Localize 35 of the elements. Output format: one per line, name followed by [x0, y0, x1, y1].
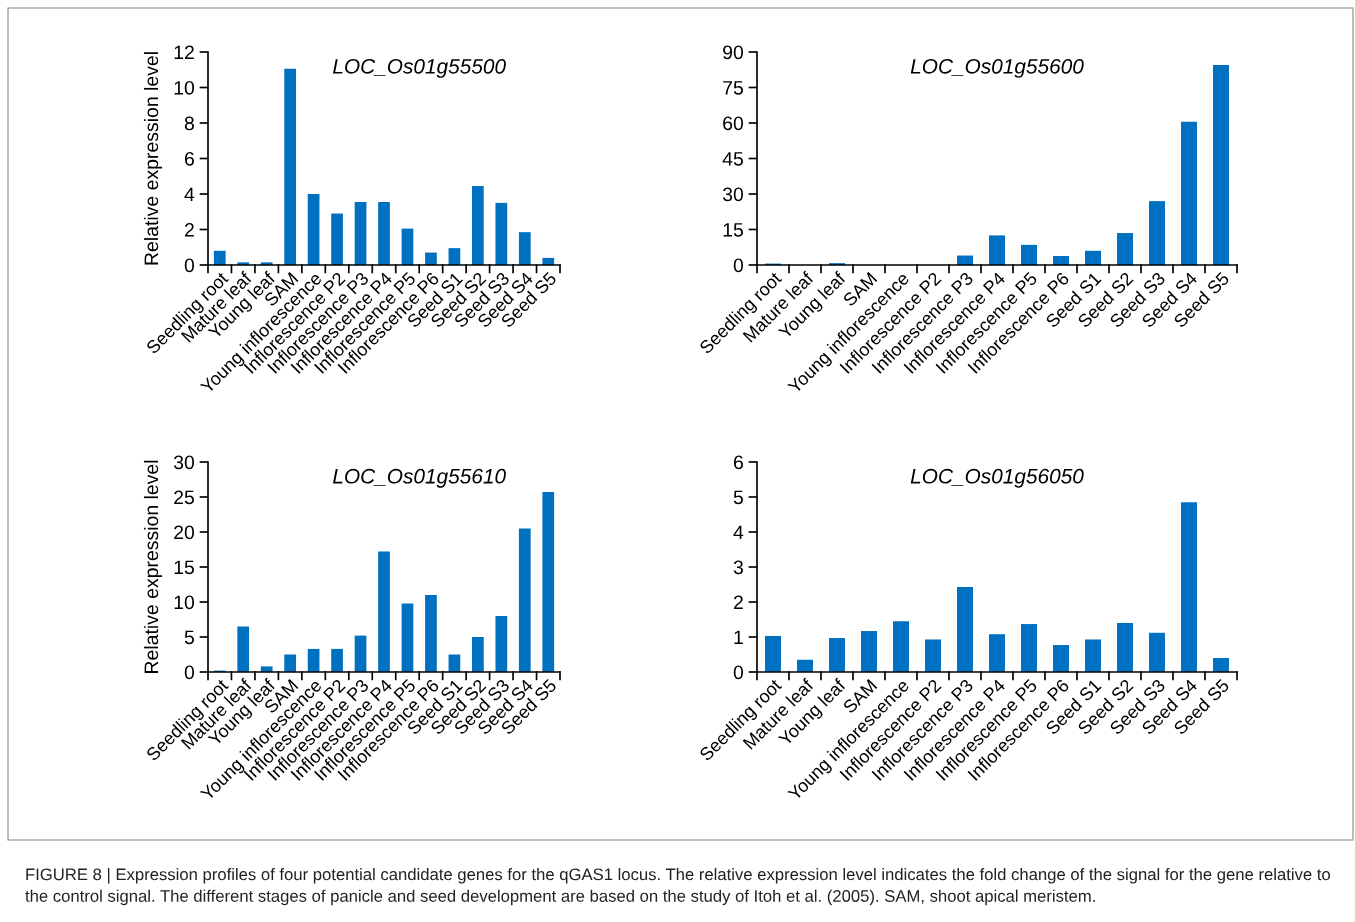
y-tick-label: 15: [174, 560, 194, 575]
y-tick-label: 3: [733, 560, 743, 575]
y-tick-label: 60: [723, 116, 744, 131]
y-tick-label: 75: [723, 81, 743, 95]
caption: FIGURE 8 | Expression profiles of four potential candidate genes for the qGAS1 locus. The relative expression level indicates the fold change of the signal for the gene relative to the control signal. The different stages of panicle and seed development are based on the study of Itoh et al. (2005). SAM, shoot apical meristem.: [25, 868, 1331, 906]
y-tick-label: 0: [733, 665, 744, 680]
y-tick-label: 5: [733, 490, 743, 505]
y-tick-label: 10: [174, 595, 195, 610]
y-tick-label: 30: [722, 187, 744, 202]
y-tick-label: 6: [733, 455, 743, 470]
y-tick-label: 20: [174, 525, 195, 540]
y-tick-label: 0: [184, 258, 195, 273]
y-tick-label: 90: [723, 45, 744, 60]
y-tick-label: 15: [723, 223, 743, 237]
chart-title: LOC_Os01g56050: [910, 468, 1084, 488]
y-tick-label: 5: [184, 630, 194, 645]
chart-title: LOC_Os01g55500: [332, 58, 506, 78]
y-tick-label: 0: [733, 258, 744, 273]
y-tick-label: 0: [184, 665, 195, 680]
y-tick-label: 4: [184, 187, 195, 202]
y-tick-label: 6: [184, 151, 194, 166]
y-tick-label: 25: [174, 490, 194, 505]
chart-title: LOC_Os01g55600: [910, 58, 1084, 78]
y-tick-label: 12: [174, 45, 194, 60]
y-tick-label: 4: [733, 525, 744, 540]
y-tick-label: 1: [734, 630, 743, 645]
y-tick-label: 2: [733, 595, 743, 610]
y-tick-label: 2: [184, 222, 194, 237]
y-tick-label: 30: [173, 455, 195, 470]
y-axis-title: Relative expression level: [143, 52, 163, 265]
chart-title: LOC_Os01g55610: [332, 468, 506, 488]
y-tick-label: 10: [174, 80, 195, 95]
y-axis-title: Relative expression level: [143, 460, 163, 673]
y-tick-label: 45: [722, 152, 743, 166]
y-tick-label: 8: [184, 116, 194, 131]
